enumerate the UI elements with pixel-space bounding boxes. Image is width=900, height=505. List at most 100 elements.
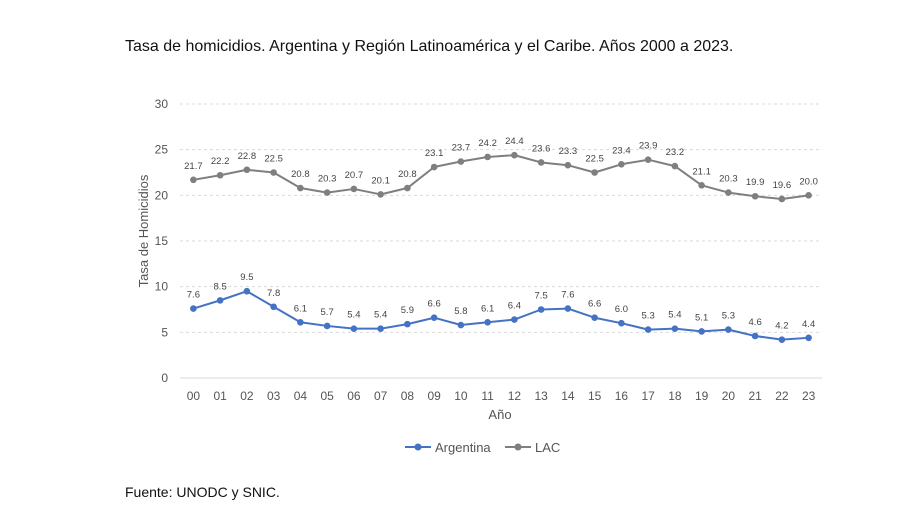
- data-point-lac[interactable]: [591, 169, 598, 176]
- series-layer: 7.6 8.5 9.5 7.8 6.1 5.7 5.4 5.4 5.9 6.6 5.8 6.1 6.4 7…: [184, 136, 818, 343]
- data-point-lac[interactable]: [377, 191, 384, 198]
- data-label-argentina: 9.5: [240, 272, 253, 283]
- data-label-lac: 21.1: [692, 166, 711, 177]
- x-tick-label: 22: [775, 389, 789, 403]
- legend: Argentina LAC: [405, 440, 560, 455]
- y-tick-label: 15: [155, 234, 169, 248]
- data-label-lac: 20.3: [719, 174, 738, 185]
- data-label-lac: 19.6: [773, 180, 792, 191]
- data-point-argentina[interactable]: [591, 314, 598, 322]
- data-point-argentina[interactable]: [698, 328, 705, 335]
- data-label-argentina: 7.5: [535, 291, 548, 302]
- data-point-lac[interactable]: [725, 189, 732, 196]
- data-label-lac: 22.5: [585, 154, 604, 165]
- data-point-argentina[interactable]: [511, 316, 518, 323]
- data-point-argentina[interactable]: [323, 322, 331, 330]
- data-label-lac: 20.8: [291, 169, 310, 180]
- x-tick-label: 09: [427, 389, 441, 403]
- data-point-argentina[interactable]: [377, 325, 384, 332]
- legend-argentina-marker: [414, 443, 422, 451]
- data-point-argentina[interactable]: [671, 325, 679, 332]
- data-point-lac[interactable]: [457, 158, 465, 165]
- data-label-lac: 24.2: [478, 138, 497, 149]
- y-axis-ticks: 0 5 10 15 20 25 30: [155, 97, 169, 385]
- data-point-argentina[interactable]: [564, 305, 572, 312]
- data-point-argentina[interactable]: [404, 320, 411, 328]
- data-point-lac[interactable]: [805, 192, 812, 199]
- data-label-argentina: 6.6: [428, 299, 441, 310]
- data-point-lac[interactable]: [243, 166, 251, 174]
- data-point-argentina[interactable]: [430, 314, 438, 322]
- data-point-argentina[interactable]: [618, 319, 625, 327]
- legend-item-lac[interactable]: LAC: [505, 440, 560, 455]
- x-axis-label: Año: [488, 407, 511, 422]
- y-tick-label: 20: [155, 188, 169, 202]
- data-point-lac[interactable]: [297, 184, 304, 192]
- data-point-lac[interactable]: [564, 161, 572, 169]
- data-point-lac[interactable]: [484, 153, 491, 161]
- data-point-lac[interactable]: [216, 171, 224, 179]
- data-point-argentina[interactable]: [457, 321, 465, 329]
- data-label-argentina: 5.7: [321, 307, 334, 318]
- data-point-lac[interactable]: [778, 195, 786, 203]
- data-point-argentina[interactable]: [243, 287, 251, 295]
- data-label-argentina: 4.2: [775, 321, 788, 332]
- y-tick-label: 0: [161, 371, 168, 385]
- data-point-argentina[interactable]: [805, 334, 812, 342]
- data-label-argentina: 4.4: [802, 319, 815, 330]
- source-note: Fuente: UNODC y SNIC.: [125, 484, 280, 500]
- data-point-lac[interactable]: [404, 184, 411, 192]
- data-point-lac[interactable]: [511, 151, 518, 159]
- data-label-lac: 23.1: [425, 148, 444, 159]
- x-tick-label: 10: [454, 389, 468, 403]
- legend-item-argentina[interactable]: Argentina: [405, 440, 491, 455]
- data-label-lac: 20.3: [318, 174, 337, 185]
- data-point-argentina[interactable]: [725, 326, 732, 333]
- data-point-lac[interactable]: [430, 163, 438, 171]
- data-label-argentina: 5.3: [642, 311, 655, 322]
- data-label-argentina: 6.4: [508, 301, 521, 312]
- y-tick-label: 10: [155, 280, 169, 294]
- data-point-argentina[interactable]: [270, 303, 277, 311]
- x-tick-label: 00: [187, 389, 201, 403]
- data-label-lac: 24.4: [505, 136, 524, 147]
- data-point-argentina[interactable]: [350, 325, 358, 332]
- data-label-argentina: 6.1: [294, 303, 307, 314]
- y-axis-label: Tasa de Homicidios: [136, 174, 151, 287]
- x-tick-label: 19: [695, 389, 709, 403]
- x-tick-label: 11: [481, 389, 494, 403]
- x-tick-label: 12: [508, 389, 522, 403]
- data-label-argentina: 8.5: [214, 281, 227, 292]
- data-point-lac[interactable]: [618, 160, 625, 168]
- data-point-argentina[interactable]: [216, 297, 224, 304]
- data-point-lac[interactable]: [350, 185, 358, 193]
- data-point-argentina[interactable]: [537, 306, 545, 313]
- data-label-lac: 19.9: [746, 177, 765, 188]
- data-label-lac: 22.5: [264, 154, 283, 165]
- data-label-lac: 21.7: [184, 161, 203, 172]
- data-point-argentina[interactable]: [751, 332, 759, 340]
- data-point-argentina[interactable]: [778, 336, 786, 343]
- data-point-lac[interactable]: [270, 169, 277, 176]
- series-line-lac: [193, 154, 809, 200]
- data-point-lac[interactable]: [537, 159, 545, 166]
- x-tick-label: 20: [722, 389, 736, 403]
- data-point-lac[interactable]: [698, 181, 705, 189]
- gridlines: [180, 103, 822, 379]
- data-point-argentina[interactable]: [644, 326, 652, 333]
- data-label-lac: 20.7: [345, 170, 364, 181]
- data-label-lac: 20.8: [398, 169, 417, 180]
- x-tick-label: 16: [615, 389, 629, 403]
- x-tick-label: 06: [347, 389, 361, 403]
- data-point-argentina[interactable]: [484, 318, 491, 326]
- legend-argentina-label: Argentina: [435, 440, 491, 455]
- data-point-argentina[interactable]: [297, 318, 304, 326]
- data-point-lac[interactable]: [751, 192, 759, 200]
- data-point-lac[interactable]: [671, 162, 679, 170]
- data-point-lac[interactable]: [323, 189, 331, 196]
- data-point-lac[interactable]: [190, 176, 197, 184]
- data-point-argentina[interactable]: [190, 305, 197, 312]
- data-label-argentina: 4.6: [749, 317, 762, 328]
- data-point-lac[interactable]: [644, 156, 652, 164]
